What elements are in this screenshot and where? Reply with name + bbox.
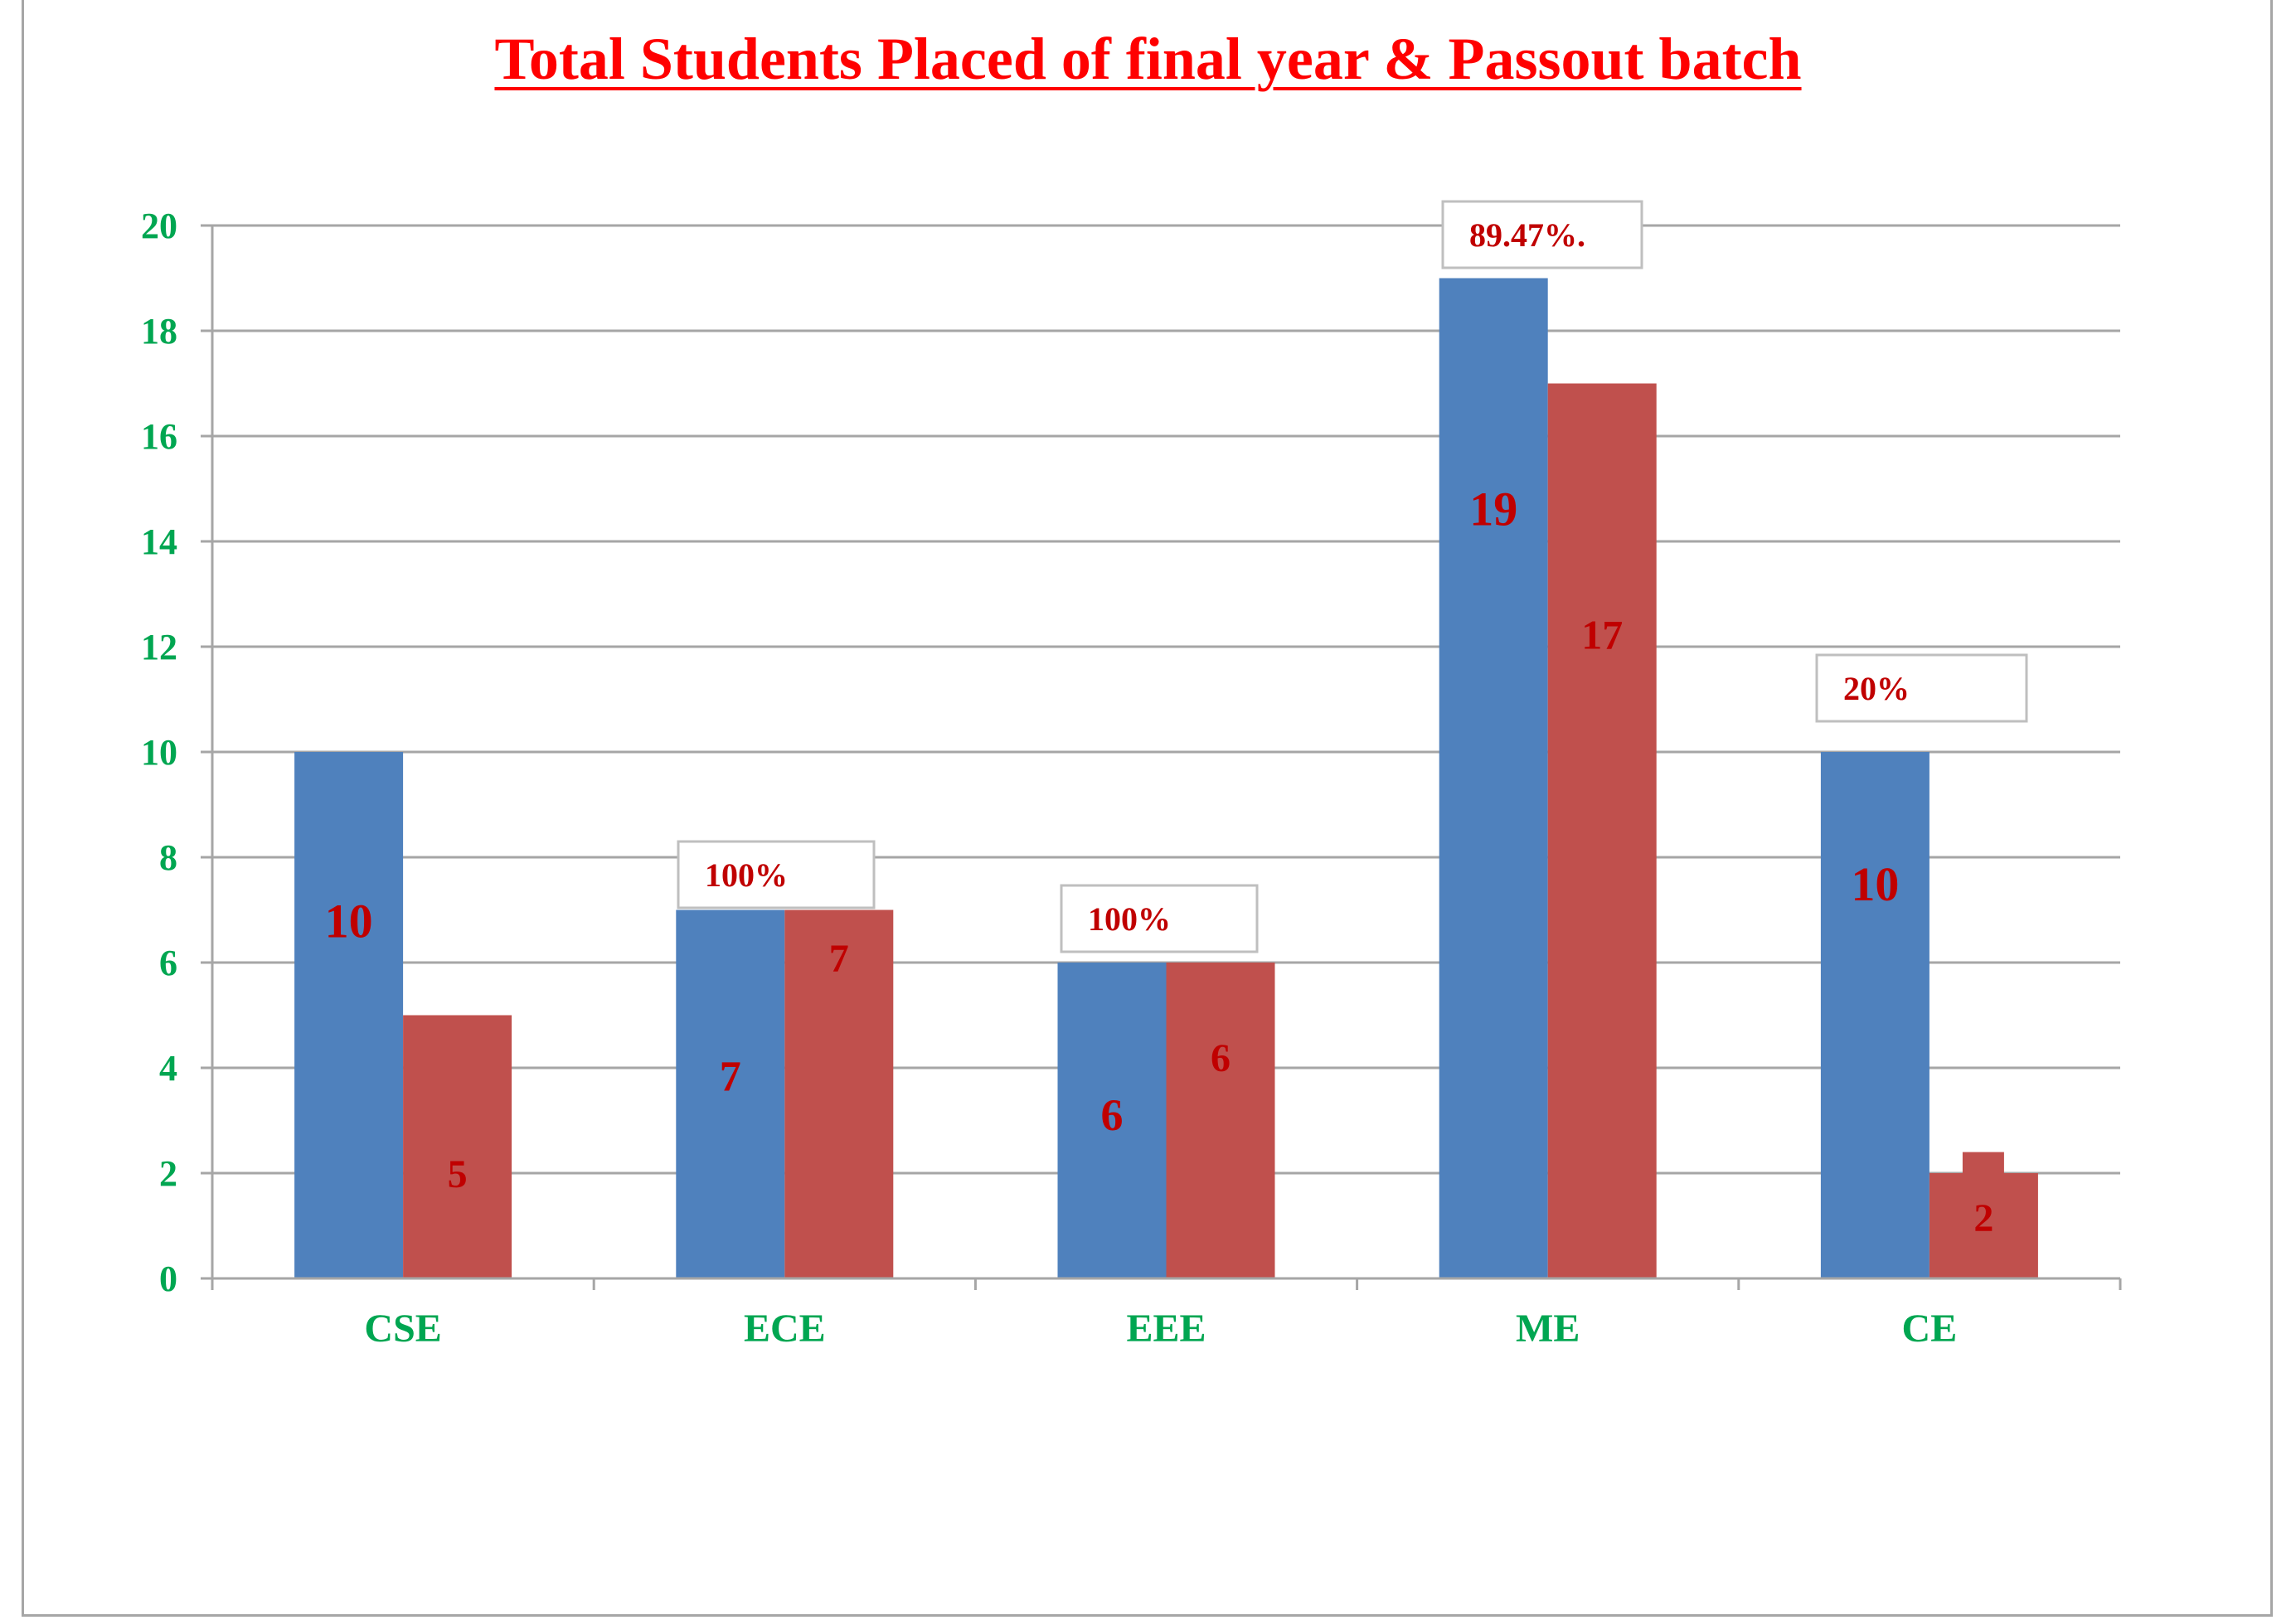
data-label: 19 (1469, 482, 1517, 536)
data-label: 6 (1211, 1036, 1231, 1080)
chart-title: Total Students Placed of final year & Pa… (494, 26, 1802, 92)
y-tick-label: 0 (159, 1259, 177, 1299)
bar-ce-marker (1962, 1152, 2004, 1173)
y-tick-label: 4 (159, 1048, 177, 1089)
chart-frame (22, 0, 2273, 1617)
annotation-box-ece (677, 840, 876, 909)
y-tick-label: 16 (141, 416, 177, 457)
annotation-text: 89.47%. (1469, 216, 1585, 254)
x-tick-label: CSE (364, 1307, 441, 1351)
bar-ece-series-1 (676, 909, 785, 1278)
data-label: 10 (1851, 857, 1899, 911)
bar-ece-series-2 (784, 909, 894, 1278)
bar-ce-series-1 (1820, 752, 1930, 1278)
y-tick-label: 18 (141, 311, 177, 352)
y-tick-label: 6 (159, 943, 177, 983)
data-labels: 10 5 7 7 6 6 19 17 10 2 100% 100% 89.47%. 20% (325, 200, 2028, 1240)
annotation-text: 100% (1088, 900, 1171, 938)
annotation-text: 100% (705, 856, 788, 894)
bar-eee-series-2 (1166, 963, 1275, 1278)
y-tick-label: 20 (141, 206, 177, 246)
bar-me-series-1 (1439, 278, 1548, 1278)
bar-ce-series-2 (1929, 1173, 2038, 1278)
y-tick-label: 2 (159, 1153, 177, 1194)
annotation-box-eee (1060, 884, 1259, 953)
bar-eee-series-1 (1057, 963, 1167, 1278)
annotation-text: 20% (1843, 670, 1910, 707)
bars (294, 278, 2038, 1278)
bar-cse-series-1 (294, 752, 404, 1278)
annotation-box-ce (1815, 653, 2028, 723)
y-tick-label: 12 (141, 627, 177, 667)
annotation-box-me (1441, 200, 1643, 269)
data-label: 7 (829, 937, 849, 981)
data-label: 10 (325, 895, 373, 948)
data-label: 6 (1101, 1090, 1124, 1140)
y-tick-label: 8 (159, 837, 177, 878)
x-tick-label: ME (1516, 1307, 1580, 1351)
data-label: 7 (720, 1054, 741, 1101)
x-tick-label: EEE (1126, 1307, 1206, 1351)
data-label: 5 (448, 1152, 468, 1196)
x-tick-label: CE (1902, 1307, 1958, 1351)
bar-me-series-2 (1547, 383, 1657, 1278)
x-tick-label: ECE (744, 1307, 826, 1351)
data-label: 2 (1973, 1196, 1993, 1240)
y-tick-label: 14 (141, 521, 177, 562)
data-label: 17 (1581, 611, 1623, 657)
bar-cse-series-2 (403, 1015, 512, 1278)
y-tick-label: 10 (141, 732, 177, 773)
axes: 0 2 4 6 8 10 12 14 16 18 20 CSE ECE EEE ME CE (141, 206, 2122, 1351)
